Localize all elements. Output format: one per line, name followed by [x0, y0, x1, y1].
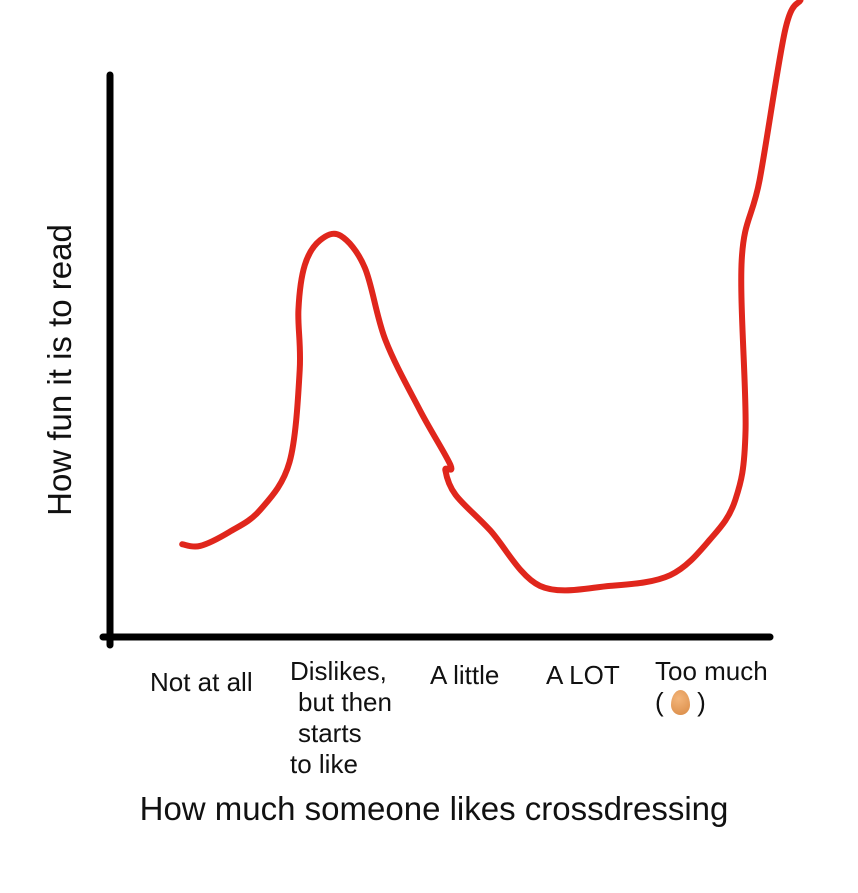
egg-icon	[670, 690, 690, 715]
tick-line: but then	[298, 687, 392, 717]
tick-line: ( )	[655, 687, 768, 718]
tick-label-not-at-all: Not at all	[150, 667, 253, 697]
x-axis-label: How much someone likes crossdressing	[139, 790, 729, 827]
y-axis-label: How fun it is to read	[41, 224, 78, 516]
tick-line: Dislikes,	[290, 656, 387, 686]
series-line	[179, 0, 804, 594]
tick-label-a-little: A little	[430, 660, 500, 690]
tick-line: to like	[290, 749, 358, 779]
tick-label-too-much: Too much ( )	[655, 656, 768, 718]
paren-close: )	[697, 687, 706, 717]
tick-line: Too much	[655, 656, 768, 686]
tick-label-a-lot: A LOT	[546, 660, 620, 690]
paren-open: (	[655, 687, 664, 717]
tick-label-dislikes: Dislikes, but then starts to like	[290, 656, 392, 780]
tick-line: starts	[298, 718, 362, 748]
